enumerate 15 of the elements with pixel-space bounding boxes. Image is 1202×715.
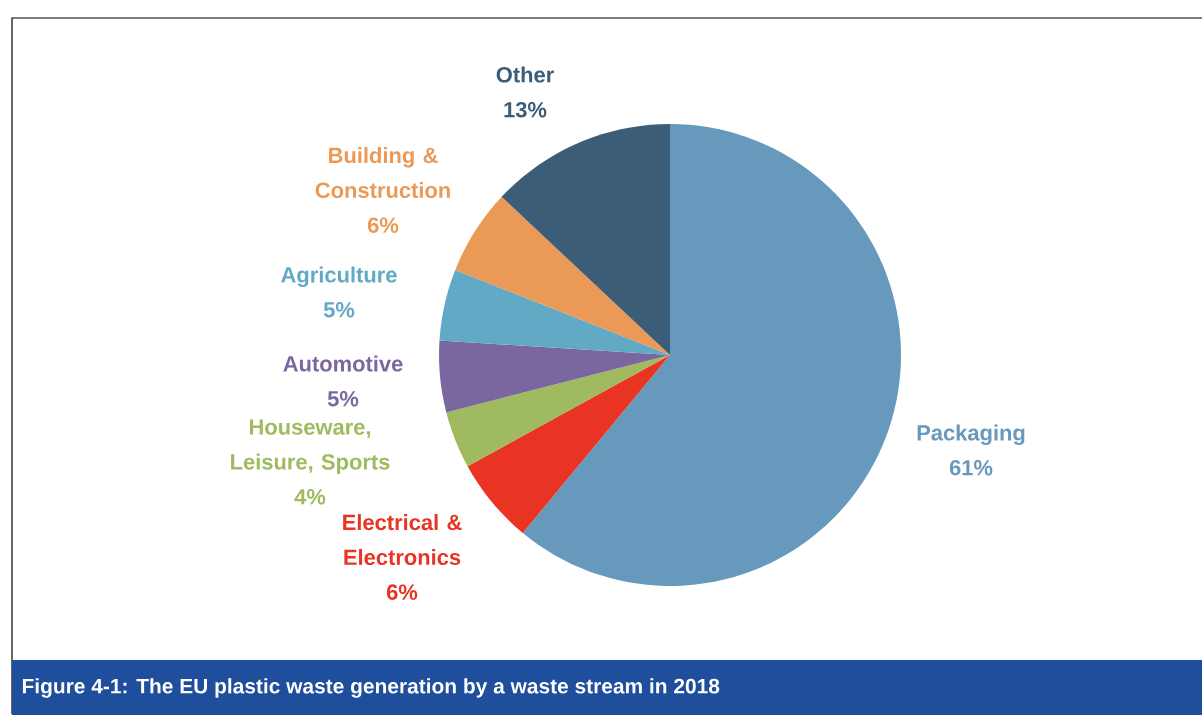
data-label: 6%	[367, 217, 399, 233]
slice-label: Agriculture	[281, 266, 397, 288]
data-label: 5%	[323, 302, 355, 318]
slice-label: Electrical & Electronics	[343, 514, 462, 566]
text: Figure 4-1: The EU plastic waste generation by a waste stream in 2018	[22, 678, 720, 698]
slice-label: Houseware, Leisure, Sports	[231, 419, 390, 474]
slice-label: Building & Construction	[315, 147, 450, 199]
data-label: 13%	[504, 101, 547, 118]
slice-label: Other	[496, 66, 554, 83]
slice-label: Automotive	[283, 355, 403, 372]
data-label: 6%	[386, 584, 418, 600]
data-label: 4%	[294, 489, 326, 505]
data-label: 61%	[949, 459, 993, 476]
slice-label: Packaging	[917, 424, 1025, 446]
data-label: 5%	[327, 391, 359, 407]
